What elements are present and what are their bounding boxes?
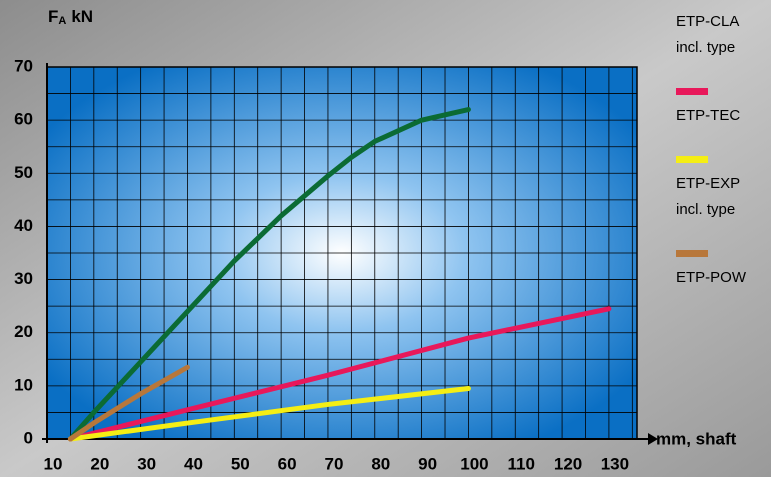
x-tick-label: 100 — [460, 454, 488, 473]
x-tick-label: 90 — [418, 454, 437, 473]
y-label-unit: kN — [71, 7, 93, 26]
series-line — [67, 364, 190, 442]
y-tick-label: 50 — [14, 163, 33, 182]
x-tick-label: 30 — [137, 454, 156, 473]
legend-label: ETP-CLA — [676, 13, 739, 30]
legend-label: ETP-TEC — [676, 107, 740, 124]
x-tick-label: 10 — [44, 454, 63, 473]
series-line — [67, 107, 471, 442]
x-tick-label: 40 — [184, 454, 203, 473]
y-tick-label: 60 — [14, 110, 33, 129]
x-tick-label: 120 — [554, 454, 582, 473]
legend-note: incl. type — [676, 201, 735, 218]
x-axis-arrow — [648, 433, 658, 445]
x-tick-label: 130 — [601, 454, 629, 473]
x-axis-label: mm, shaft — [656, 429, 737, 448]
y-tick-label: 0 — [24, 428, 33, 447]
x-tick-label: 80 — [371, 454, 390, 473]
y-tick-label: 20 — [14, 322, 33, 341]
legend-label: ETP-POW — [676, 269, 747, 286]
x-tick-label: 50 — [231, 454, 250, 473]
legend: ETP-CLA incl. type ETP-TEC ETP-EXP incl. typ… — [676, 13, 747, 286]
y-tick-label: 70 — [14, 56, 33, 75]
legend-swatch — [676, 88, 708, 95]
x-tick-label: 20 — [90, 454, 109, 473]
x-tick-label: 110 — [508, 454, 535, 473]
y-label-main: F — [48, 7, 58, 26]
series-line — [67, 386, 471, 442]
y-tick-label: 30 — [14, 269, 33, 288]
legend-label: ETP-EXP — [676, 175, 740, 192]
grid — [42, 63, 658, 445]
legend-swatch — [676, 156, 708, 163]
y-label-sub: A — [58, 15, 66, 27]
series-line — [67, 306, 612, 442]
series-lines — [67, 107, 612, 442]
legend-swatch — [676, 250, 708, 257]
x-tick-label: 60 — [278, 454, 297, 473]
tick-labels: 10 20 30 40 50 60 70 80 90 100 110 120 130 0 10 20 30 40 5… — [14, 56, 629, 473]
x-tick-label: 70 — [324, 454, 343, 473]
y-tick-label: 10 — [14, 375, 33, 394]
y-axis-label: FA kN — [48, 7, 93, 26]
y-tick-label: 40 — [14, 216, 33, 235]
legend-note: incl. type — [676, 39, 735, 56]
